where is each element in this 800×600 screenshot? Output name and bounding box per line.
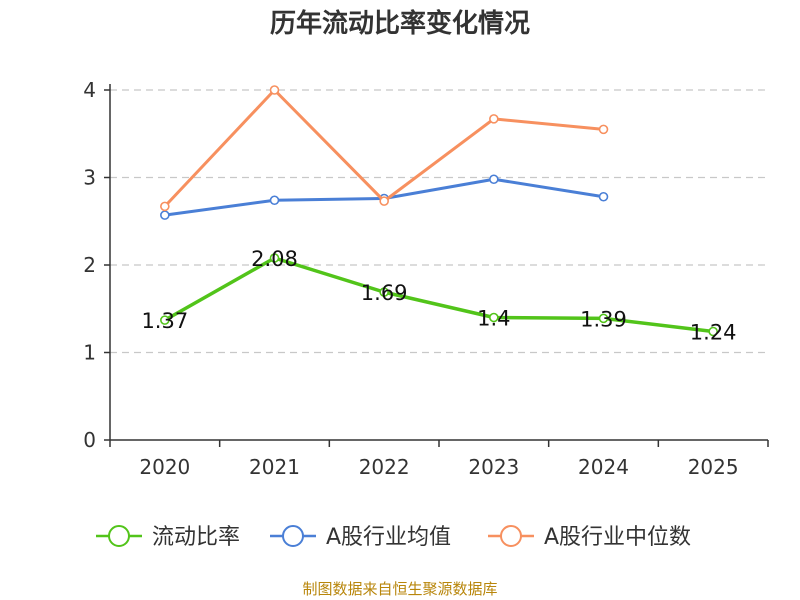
data-label: 1.37 xyxy=(141,309,188,333)
legend-item-2[interactable]: A股行业中位数 xyxy=(488,525,691,550)
data-label: 1.24 xyxy=(690,321,737,345)
series-2-point[interactable] xyxy=(269,85,280,95)
legend[interactable]: 流动比率 A股行业均值 A股行业中位数 xyxy=(96,525,691,550)
legend-item-1[interactable]: A股行业均值 xyxy=(270,525,451,550)
data-label: 1.69 xyxy=(361,281,408,305)
series-group xyxy=(160,85,718,337)
series-2-line xyxy=(163,88,604,208)
source-note: 制图数据来自恒生聚源数据库 xyxy=(302,580,497,598)
series-1-point[interactable] xyxy=(489,174,499,185)
legend-marker xyxy=(108,525,130,547)
y-tick-label: 2 xyxy=(83,253,96,277)
chart-title: 历年流动比率变化情况 xyxy=(270,8,530,39)
data-label: 2.08 xyxy=(251,247,298,271)
series-0-point[interactable] xyxy=(598,313,609,324)
grid xyxy=(110,89,768,354)
series-1-point[interactable] xyxy=(269,195,280,206)
series-2-point[interactable] xyxy=(489,114,499,124)
x-tick-label-2022: 2022 xyxy=(359,455,410,479)
x-tick-label-2021: 2021 xyxy=(249,455,300,479)
series-0-point[interactable] xyxy=(708,326,718,337)
series-2-point[interactable] xyxy=(379,196,389,206)
y-tick-label: 0 xyxy=(83,428,96,452)
data-label: 1.39 xyxy=(580,307,627,331)
legend-label: A股行业中位数 xyxy=(544,525,691,550)
series-0-line xyxy=(163,256,714,334)
data-label: 1.4 xyxy=(477,307,510,331)
legend-label: A股行业均值 xyxy=(326,525,451,550)
series-1-point[interactable] xyxy=(160,210,170,220)
axes: 0 1 2 3 4 2020 2021 2022 2023 2024 2025 xyxy=(83,78,769,479)
series-0-point[interactable] xyxy=(489,312,499,323)
x-tick-label-2023: 2023 xyxy=(468,455,519,479)
y-tick-label: 3 xyxy=(83,166,96,190)
series-0-point[interactable] xyxy=(379,287,389,297)
legend-label: 流动比率 xyxy=(152,525,240,550)
x-tick-label-2025: 2025 xyxy=(688,455,739,479)
y-tick-label: 1 xyxy=(83,341,96,365)
series-2-point[interactable] xyxy=(160,201,170,212)
x-tick-label-2020: 2020 xyxy=(139,455,190,479)
x-tick-label-2024: 2024 xyxy=(578,455,629,479)
legend-item-0[interactable]: 流动比率 xyxy=(96,525,240,550)
legend-marker xyxy=(500,525,522,547)
series-1-point[interactable] xyxy=(598,191,609,202)
y-tick-label: 4 xyxy=(83,78,96,102)
series-0-point[interactable] xyxy=(160,315,170,325)
legend-marker xyxy=(282,525,304,547)
series-0-point[interactable] xyxy=(269,253,280,263)
data-labels: 1.37 2.08 1.69 1.4 1.39 1.24 xyxy=(141,247,736,345)
series-2-point[interactable] xyxy=(598,124,609,135)
